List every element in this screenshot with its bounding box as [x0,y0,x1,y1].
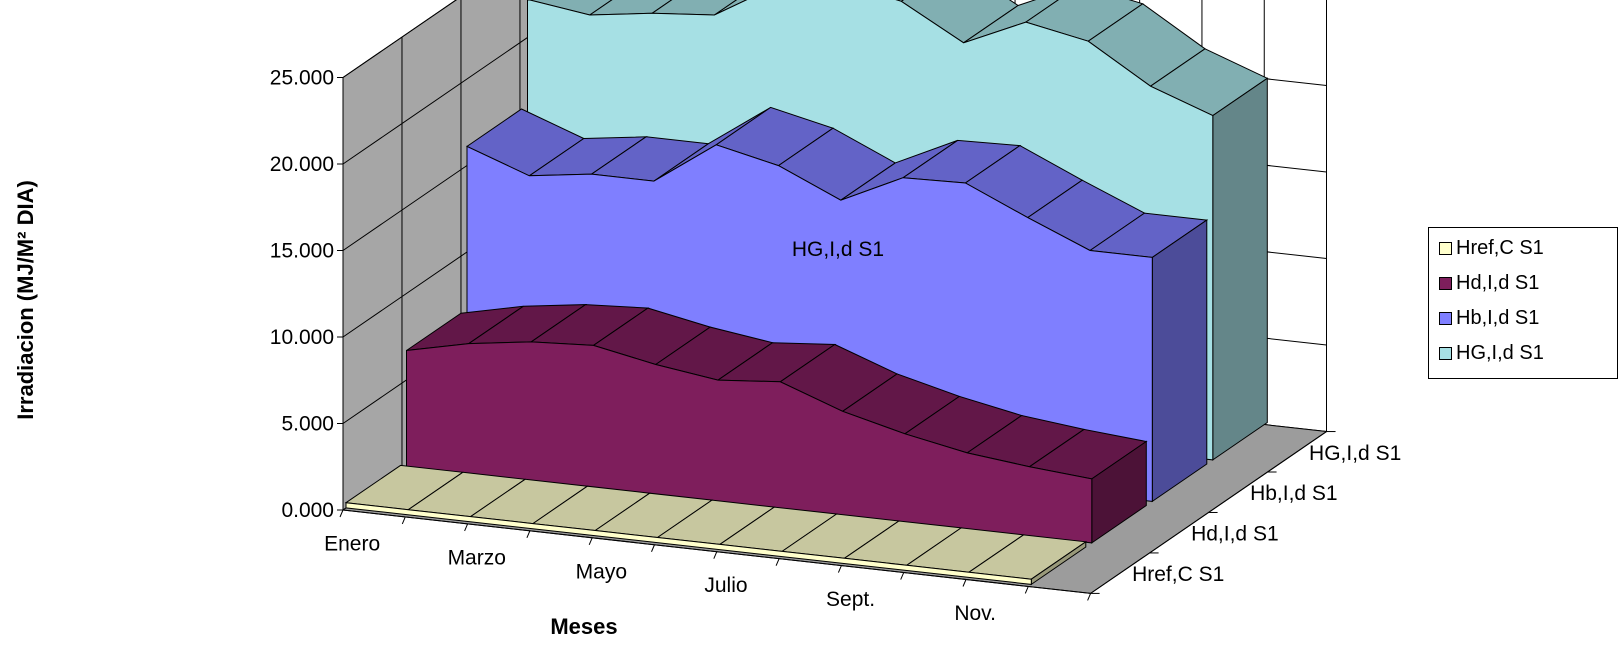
z-tick-label: Href,C S1 [1132,563,1224,586]
z-tick-label: Hd,I,d S1 [1191,523,1279,546]
y-axis-title: Irradiacion (MJ/M² DIA) [13,180,38,420]
x-tick-mark [588,537,593,545]
z-tick-label: HG,I,d S1 [1309,442,1401,465]
legend-item: Hb,I,d S1 [1439,305,1539,331]
gridline-value [342,0,457,78]
x-tick-mark [775,558,780,566]
x-tick-label: Sept. [826,588,875,611]
x-tick-mark [651,544,655,552]
legend-item: HG,I,d S1 [1439,340,1544,366]
y-tick-label: 10.000 [270,326,334,349]
x-tick-mark [464,523,469,532]
series-hd-i-d-s1 [406,304,1148,544]
series-layer [344,0,1269,586]
axes-layer: 0.000 5.000 10.000 15.000 20.000 25.000 Enero M… [270,67,1401,625]
area-side [1212,77,1268,461]
y-tick-label: 25.000 [270,67,334,90]
x-tick-mark [339,509,344,518]
annotation-label: HG,I,d S1 [792,238,884,261]
x-axis-title: Meses [550,614,617,639]
legend-label: Href,C S1 [1456,236,1544,259]
x-tick-label: Marzo [448,546,506,569]
legend-item: Href,C S1 [1439,235,1544,261]
legend-swatch [1439,346,1452,360]
series-href-c-s1 [344,464,1088,586]
x-tick-label: Enero [324,532,380,555]
x-tick-mark [401,516,406,525]
x-tick-mark [900,572,905,580]
area-front [345,502,1032,585]
y-tick-label: 15.000 [270,240,334,263]
y-tick-label: 0.000 [281,499,334,522]
x-tick-label: Mayo [576,560,627,583]
legend-swatch [1439,241,1452,255]
y-tick-label: 20.000 [270,153,334,176]
y-tick-label: 5.000 [281,413,334,436]
x-tick-mark [837,565,842,573]
legend-swatch [1439,276,1452,290]
z-tick-label: Hb,I,d S1 [1250,482,1338,505]
x-tick-label: Nov. [954,602,996,625]
x-tick-mark [1087,593,1092,601]
x-tick-mark [713,551,718,559]
legend: Href,C S1 Hd,I,d S1 Hb,I,d S1 HG,I,d S1 [1428,227,1618,379]
legend-label: Hb,I,d S1 [1456,306,1540,329]
legend-label: Hd,I,d S1 [1456,271,1540,294]
area-side [1151,219,1208,503]
x-tick-mark [526,530,531,539]
legend-item: Hd,I,d S1 [1439,270,1539,296]
x-tick-label: Julio [704,574,747,597]
legend-swatch [1439,311,1452,325]
x-tick-mark [1024,586,1029,594]
legend-label: HG,I,d S1 [1456,341,1544,364]
area-front [406,341,1093,544]
x-tick-mark [962,579,967,587]
